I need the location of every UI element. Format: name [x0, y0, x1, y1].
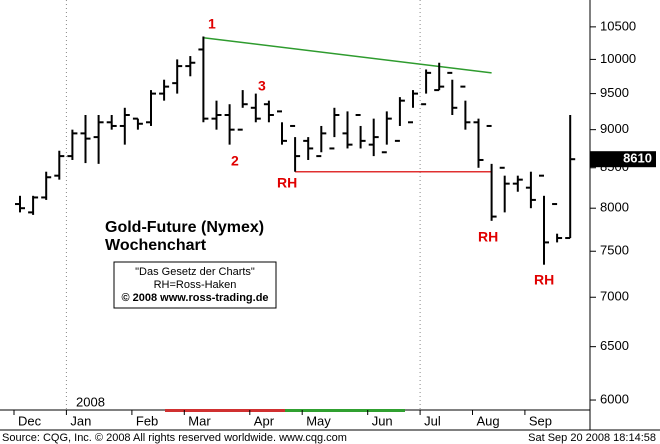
x-tick-label: Feb — [136, 413, 158, 428]
x-tick-label: Sep — [529, 413, 552, 428]
period-bar — [285, 409, 405, 412]
note-line: "Das Gesetz der Charts" — [135, 266, 255, 278]
period-bar — [165, 409, 285, 412]
annotation: RH — [478, 229, 498, 245]
y-tick-label: 10000 — [600, 51, 636, 66]
year-label: 2008 — [76, 394, 105, 409]
y-tick-label: 6500 — [600, 338, 629, 353]
x-tick-label: Mar — [188, 413, 211, 428]
y-tick-label: 7000 — [600, 289, 629, 304]
annotation: RH — [277, 175, 297, 191]
x-tick-label: May — [306, 413, 331, 428]
annotation: 2 — [231, 153, 239, 169]
y-tick-label: 8000 — [600, 200, 629, 215]
trendline — [203, 37, 492, 74]
annotation: 3 — [258, 78, 266, 94]
last-price-label: 8610 — [623, 151, 652, 166]
annotation: 1 — [208, 16, 216, 32]
source: Source: CQG, Inc. © 2008 All rights rese… — [2, 432, 347, 444]
chart-title: Gold-Future (Nymex) — [105, 219, 264, 236]
note-box — [113, 261, 277, 309]
x-tick-label: Aug — [477, 413, 500, 428]
annotation: RH — [534, 272, 554, 288]
y-tick-label: 7500 — [600, 243, 629, 258]
y-tick-label: 10500 — [600, 18, 636, 33]
timestamp: Sat Sep 20 2008 18:14:58 — [528, 432, 656, 444]
last-price-box — [590, 151, 656, 168]
x-tick-label: Jun — [372, 413, 393, 428]
x-tick-label: Apr — [254, 413, 275, 428]
x-tick-label: Jan — [70, 413, 91, 428]
note-line: © 2008 www.ross-trading.de — [121, 292, 268, 304]
chart-subtitle: Wochenchart — [105, 237, 207, 254]
x-tick-label: Dec — [18, 413, 42, 428]
y-tick-label: 6000 — [600, 391, 629, 406]
note-line: RH=Ross-Haken — [154, 279, 237, 291]
x-tick-label: Jul — [424, 413, 441, 428]
y-tick-label: 9000 — [600, 121, 629, 136]
y-tick-label: 9500 — [600, 85, 629, 100]
